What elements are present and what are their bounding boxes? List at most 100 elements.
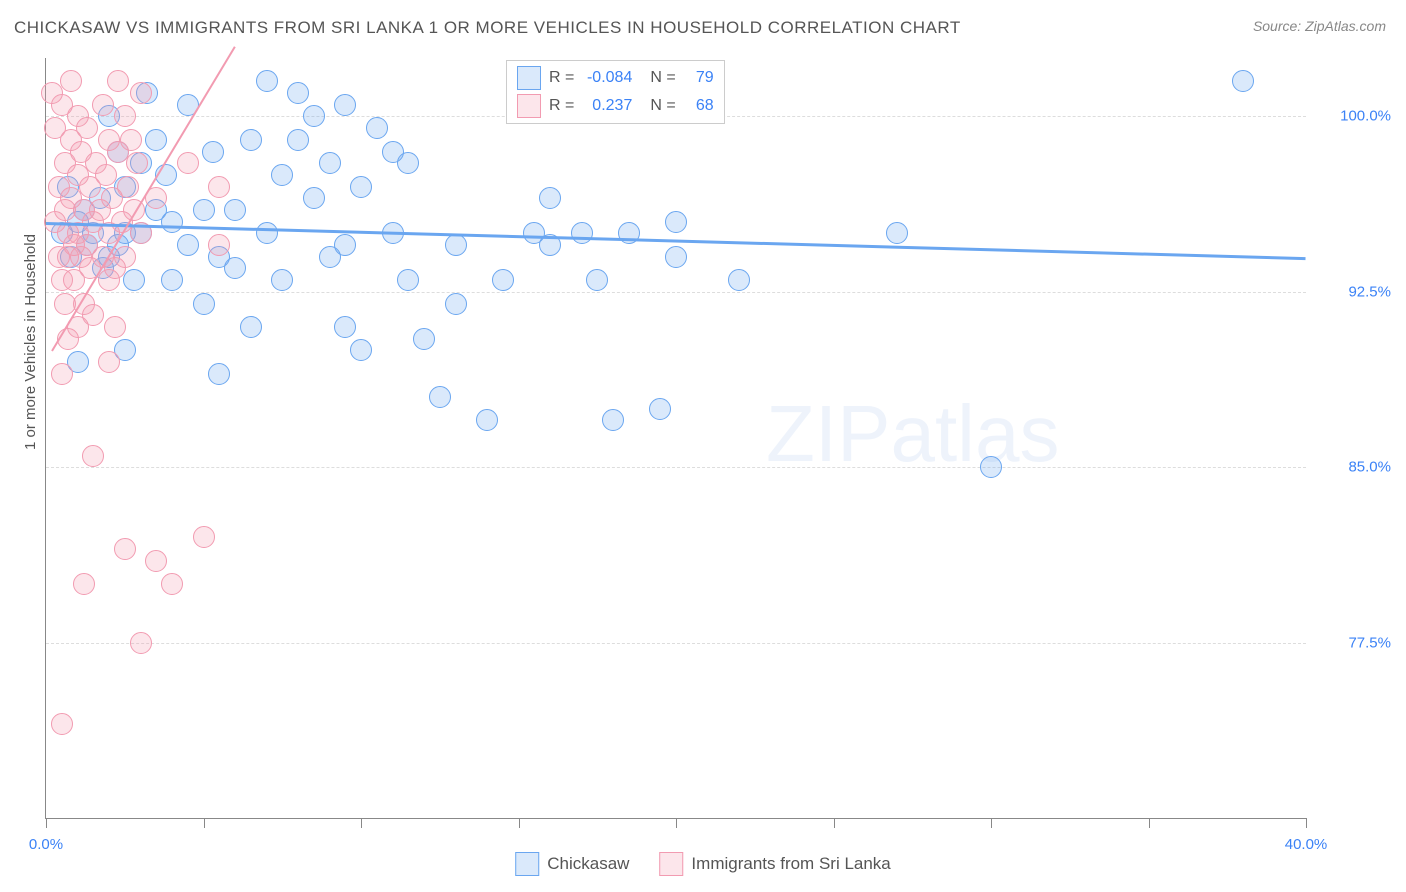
data-point <box>104 316 126 338</box>
data-point <box>586 269 608 291</box>
stat-n-value: 79 <box>684 69 714 87</box>
data-point <box>256 222 278 244</box>
data-point <box>177 152 199 174</box>
data-point <box>208 363 230 385</box>
data-point <box>224 199 246 221</box>
legend-swatch-icon <box>515 852 539 876</box>
x-tick-label: 40.0% <box>1285 836 1328 853</box>
y-tick-label: 100.0% <box>1321 108 1391 125</box>
data-point <box>123 269 145 291</box>
x-tick <box>1149 818 1150 828</box>
data-point <box>161 211 183 233</box>
x-tick <box>361 818 362 828</box>
data-point <box>350 339 372 361</box>
data-point <box>130 82 152 104</box>
data-point <box>445 293 467 315</box>
data-point <box>350 176 372 198</box>
data-point <box>117 176 139 198</box>
gridline <box>46 467 1306 468</box>
data-point <box>980 456 1002 478</box>
y-tick-label: 92.5% <box>1321 283 1391 300</box>
stats-row: R = 0.237 N = 68 <box>517 92 714 120</box>
data-point <box>287 129 309 151</box>
data-point <box>366 117 388 139</box>
data-point <box>429 386 451 408</box>
data-point <box>224 257 246 279</box>
data-point <box>492 269 514 291</box>
data-point <box>413 328 435 350</box>
data-point <box>161 573 183 595</box>
legend-item-srilanka: Immigrants from Sri Lanka <box>659 852 890 876</box>
x-tick-label: 0.0% <box>29 836 63 853</box>
data-point <box>51 363 73 385</box>
x-tick <box>676 818 677 828</box>
data-point <box>95 164 117 186</box>
y-tick-label: 77.5% <box>1321 634 1391 651</box>
data-point <box>618 222 640 244</box>
data-point <box>334 234 356 256</box>
data-point <box>303 105 325 127</box>
data-point <box>303 187 325 209</box>
chart-title: CHICKASAW VS IMMIGRANTS FROM SRI LANKA 1… <box>14 18 961 38</box>
data-point <box>98 351 120 373</box>
x-tick <box>834 818 835 828</box>
x-tick <box>46 818 47 828</box>
data-point <box>193 526 215 548</box>
data-point <box>114 105 136 127</box>
data-point <box>82 304 104 326</box>
data-point <box>665 211 687 233</box>
stats-box: R = -0.084 N = 79 R = 0.237 N = 68 <box>506 60 725 124</box>
data-point <box>92 94 114 116</box>
x-tick <box>991 818 992 828</box>
legend-swatch-icon <box>659 852 683 876</box>
data-point <box>397 269 419 291</box>
data-point <box>240 129 262 151</box>
data-point <box>202 141 224 163</box>
data-point <box>476 409 498 431</box>
data-point <box>208 234 230 256</box>
y-axis-label: 1 or more Vehicles in Household <box>22 234 39 450</box>
data-point <box>334 316 356 338</box>
data-point <box>51 713 73 735</box>
stat-n-value: 68 <box>684 97 714 115</box>
data-point <box>665 246 687 268</box>
data-point <box>76 117 98 139</box>
stat-n-label: N = <box>650 97 675 115</box>
data-point <box>60 70 82 92</box>
data-point <box>107 70 129 92</box>
stats-swatch-icon <box>517 66 541 90</box>
data-point <box>145 550 167 572</box>
x-tick <box>204 818 205 828</box>
stat-r-label: R = <box>549 69 574 87</box>
stats-swatch-icon <box>517 94 541 118</box>
data-point <box>571 222 593 244</box>
x-tick <box>519 818 520 828</box>
legend-label: Chickasaw <box>547 854 629 874</box>
stat-r-value: 0.237 <box>582 97 632 115</box>
stats-row: R = -0.084 N = 79 <box>517 64 714 92</box>
data-point <box>73 573 95 595</box>
y-tick-label: 85.0% <box>1321 459 1391 476</box>
data-point <box>287 82 309 104</box>
data-point <box>145 129 167 151</box>
legend-label: Immigrants from Sri Lanka <box>691 854 890 874</box>
stat-r-value: -0.084 <box>582 69 632 87</box>
data-point <box>334 94 356 116</box>
stat-r-label: R = <box>549 97 574 115</box>
data-point <box>319 152 341 174</box>
data-point <box>82 445 104 467</box>
data-point <box>445 234 467 256</box>
data-point <box>602 409 624 431</box>
x-tick <box>1306 818 1307 828</box>
data-point <box>161 269 183 291</box>
data-point <box>193 199 215 221</box>
source-attribution: Source: ZipAtlas.com <box>1253 18 1386 34</box>
watermark: ZIPatlas <box>766 388 1059 480</box>
data-point <box>114 246 136 268</box>
data-point <box>120 129 142 151</box>
data-point <box>208 176 230 198</box>
data-point <box>397 152 419 174</box>
data-point <box>177 234 199 256</box>
stat-n-label: N = <box>650 69 675 87</box>
data-point <box>1232 70 1254 92</box>
